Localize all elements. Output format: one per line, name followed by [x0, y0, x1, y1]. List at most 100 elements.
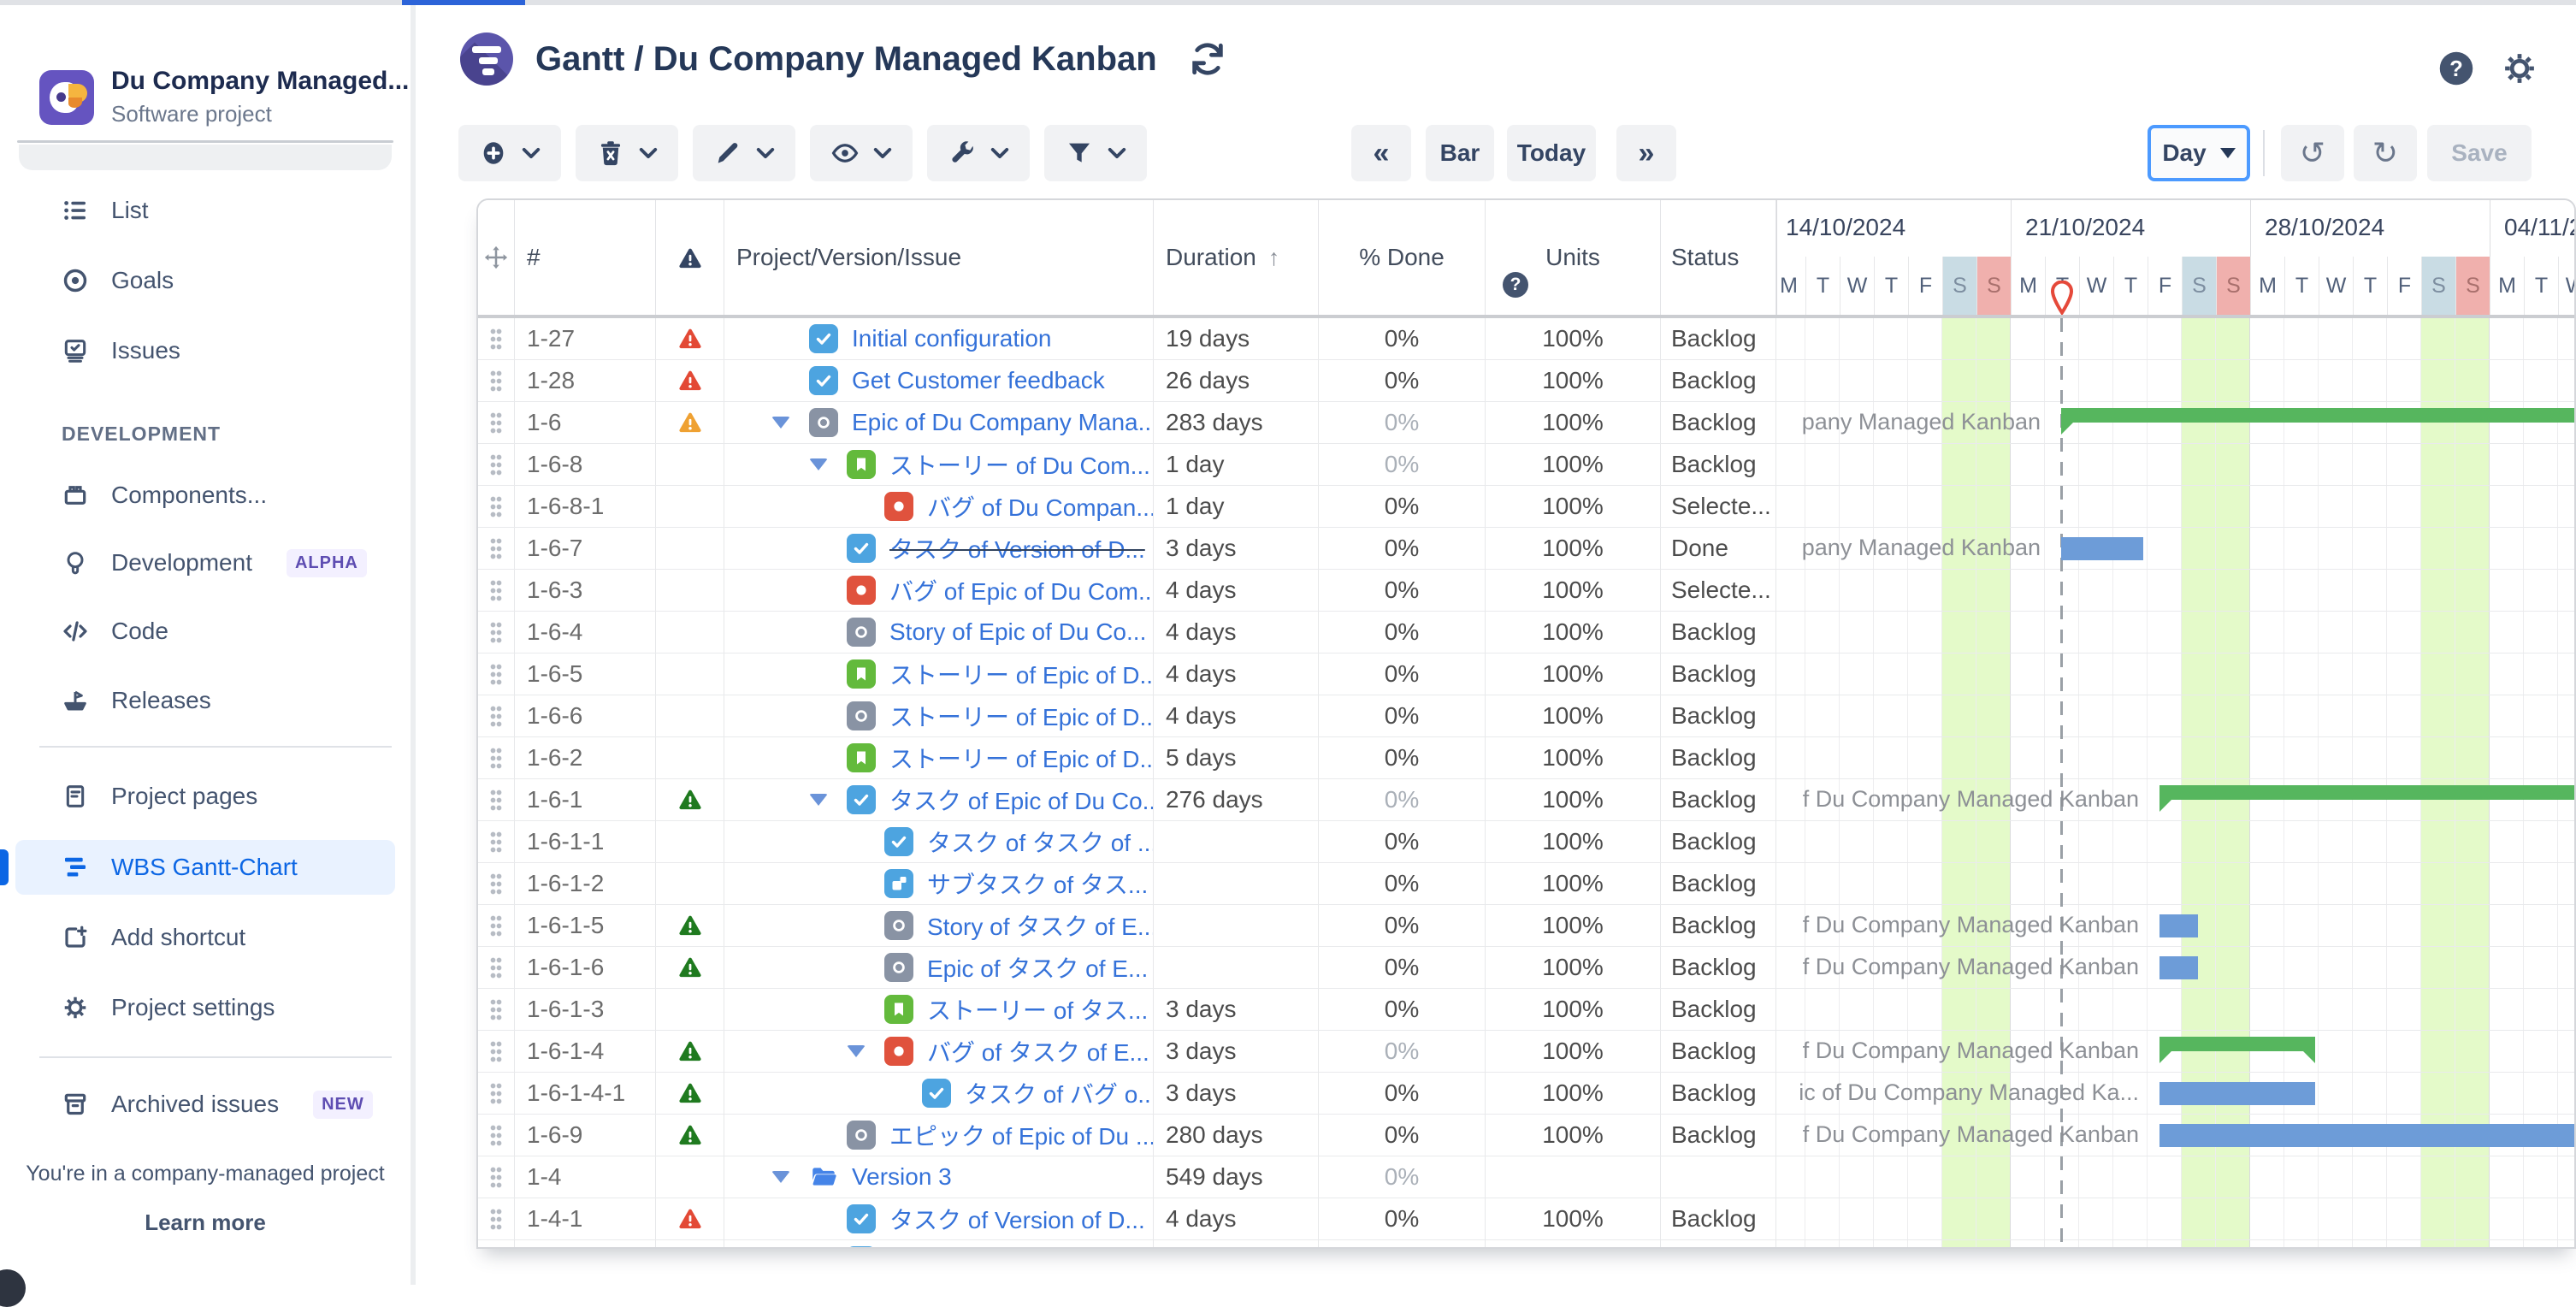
issue-link[interactable]: タスク of タスク of ... — [927, 825, 1154, 859]
collapse-arrow-icon[interactable] — [847, 1045, 866, 1057]
status-cell[interactable]: Backlog — [1661, 444, 1776, 485]
percent-done-cell[interactable]: 0% — [1319, 402, 1486, 443]
column-header-status[interactable]: Status — [1661, 200, 1776, 315]
units-cell[interactable]: 100% — [1486, 1031, 1661, 1072]
row-drag-handle[interactable] — [478, 612, 515, 653]
issue-link[interactable]: タスク of Version of D... — [889, 1202, 1145, 1236]
sidebar-item-archived-issues[interactable]: Archived issuesNEW — [15, 1077, 395, 1132]
units-help-icon[interactable]: ? — [1503, 272, 1528, 298]
units-cell[interactable]: 100% — [1486, 1198, 1661, 1239]
issue-link[interactable]: タスク of Epic of Du Co... — [889, 783, 1154, 817]
units-cell[interactable]: 100% — [1486, 318, 1661, 359]
issue-link[interactable]: バグ of タスク of E... — [927, 1034, 1149, 1068]
duration-cell[interactable]: 3 days — [1154, 989, 1319, 1030]
duration-cell[interactable]: 3 days — [1154, 1031, 1319, 1072]
delete-button[interactable] — [576, 125, 678, 181]
view-options-button[interactable] — [810, 125, 913, 181]
units-cell[interactable]: 100% — [1486, 863, 1661, 904]
duration-cell[interactable]: 280 days — [1154, 1115, 1319, 1156]
gantt-task-bar[interactable] — [2159, 956, 2198, 979]
expand-arrow-slot[interactable] — [771, 1171, 809, 1183]
row-drag-handle[interactable] — [478, 1031, 515, 1072]
duration-cell[interactable] — [1154, 1240, 1319, 1249]
collapse-arrow-icon[interactable] — [809, 794, 828, 806]
issue-link[interactable]: ストーリー of Epic of D... — [889, 657, 1154, 691]
units-cell[interactable]: 100% — [1486, 737, 1661, 778]
row-drag-handle[interactable] — [478, 947, 515, 988]
units-cell[interactable]: 100% — [1486, 486, 1661, 527]
zoom-level-dropdown[interactable]: Day — [2148, 125, 2250, 181]
sidebar-item-development[interactable]: DevelopmentALPHA — [15, 535, 395, 590]
duration-cell[interactable] — [1154, 821, 1319, 862]
units-cell[interactable]: 100% — [1486, 528, 1661, 569]
issue-link[interactable]: サブタスク of タス... — [927, 866, 1148, 901]
units-cell[interactable]: 100% — [1486, 779, 1661, 820]
status-cell[interactable] — [1661, 1240, 1776, 1249]
percent-done-cell[interactable]: 0% — [1319, 1115, 1486, 1156]
status-cell[interactable]: Backlog — [1661, 612, 1776, 653]
row-drag-handle[interactable] — [478, 863, 515, 904]
units-cell[interactable] — [1486, 1240, 1661, 1249]
scroll-right-button[interactable]: » — [1616, 125, 1676, 181]
collapse-arrow-icon[interactable] — [809, 458, 828, 470]
refresh-icon[interactable] — [1188, 39, 1227, 79]
row-drag-handle[interactable] — [478, 486, 515, 527]
duration-cell[interactable]: 19 days — [1154, 318, 1319, 359]
sidebar-item-releases[interactable]: Releases — [15, 673, 395, 728]
expand-arrow-slot[interactable] — [809, 458, 847, 470]
sidebar-item-components[interactable]: Components... — [15, 468, 395, 523]
duration-cell[interactable]: 1 day — [1154, 486, 1319, 527]
status-cell[interactable]: Backlog — [1661, 695, 1776, 736]
sidebar-item-project-pages[interactable]: Project pages — [15, 769, 395, 824]
sidebar-item-code[interactable]: Code — [15, 604, 395, 659]
issue-link[interactable]: ストーリー of Du Com... — [889, 447, 1150, 482]
expand-arrow-slot[interactable] — [809, 794, 847, 806]
sidebar-item-add-shortcut[interactable]: Add shortcut — [15, 910, 395, 965]
edit-button[interactable] — [693, 125, 795, 181]
percent-done-cell[interactable]: 0% — [1319, 947, 1486, 988]
gantt-task-bar[interactable] — [2159, 1082, 2315, 1105]
percent-done-cell[interactable]: 0% — [1319, 695, 1486, 736]
percent-done-cell[interactable]: 0% — [1319, 1156, 1486, 1198]
row-drag-handle[interactable] — [478, 570, 515, 611]
issue-link[interactable]: ストーリー of タス... — [927, 992, 1148, 1026]
percent-done-cell[interactable]: 0% — [1319, 570, 1486, 611]
status-cell[interactable]: Backlog — [1661, 402, 1776, 443]
status-cell[interactable] — [1661, 1156, 1776, 1198]
percent-done-cell[interactable]: 0% — [1319, 528, 1486, 569]
units-cell[interactable]: 100% — [1486, 1073, 1661, 1114]
bar-mode-button[interactable]: Bar — [1426, 125, 1494, 181]
issue-link[interactable]: ストーリー of Epic of D... — [889, 699, 1154, 733]
gantt-timeline-header[interactable]: 14/10/2024MTWTFSS21/10/2024MTWTFSS28/10/… — [1776, 200, 2576, 315]
filter-button[interactable] — [1044, 125, 1147, 181]
units-cell[interactable]: 100% — [1486, 905, 1661, 946]
percent-done-cell[interactable]: 0% — [1319, 737, 1486, 778]
add-issue-button[interactable] — [458, 125, 561, 181]
settings-gear-icon[interactable] — [2501, 50, 2538, 87]
percent-done-cell[interactable]: 0% — [1319, 863, 1486, 904]
units-cell[interactable]: 100% — [1486, 695, 1661, 736]
redo-button[interactable]: ↻ — [2354, 125, 2417, 181]
status-cell[interactable]: Backlog — [1661, 779, 1776, 820]
issue-link[interactable]: タスク of Version of D... — [889, 531, 1145, 565]
today-marker-pin[interactable] — [2049, 281, 2075, 315]
row-drag-handle[interactable] — [478, 695, 515, 736]
duration-cell[interactable] — [1154, 863, 1319, 904]
row-drag-handle[interactable] — [478, 654, 515, 695]
units-cell[interactable]: 100% — [1486, 402, 1661, 443]
status-cell[interactable]: Backlog — [1661, 1198, 1776, 1239]
status-cell[interactable]: Backlog — [1661, 318, 1776, 359]
today-button[interactable]: Today — [1507, 125, 1596, 181]
duration-cell[interactable]: 4 days — [1154, 1198, 1319, 1239]
duration-cell[interactable]: 4 days — [1154, 695, 1319, 736]
learn-more-link[interactable]: Learn more — [0, 1209, 411, 1236]
duration-cell[interactable]: 5 days — [1154, 737, 1319, 778]
row-drag-handle[interactable] — [478, 402, 515, 443]
status-cell[interactable]: Backlog — [1661, 1073, 1776, 1114]
gantt-summary-bar[interactable] — [2159, 785, 2576, 800]
column-header-duration[interactable]: Duration↑ — [1154, 200, 1319, 315]
sidebar-item-list[interactable]: List — [15, 183, 395, 238]
units-cell[interactable]: 100% — [1486, 612, 1661, 653]
row-drag-handle[interactable] — [478, 821, 515, 862]
issue-link[interactable]: ストーリー of Epic of D... — [889, 741, 1154, 775]
